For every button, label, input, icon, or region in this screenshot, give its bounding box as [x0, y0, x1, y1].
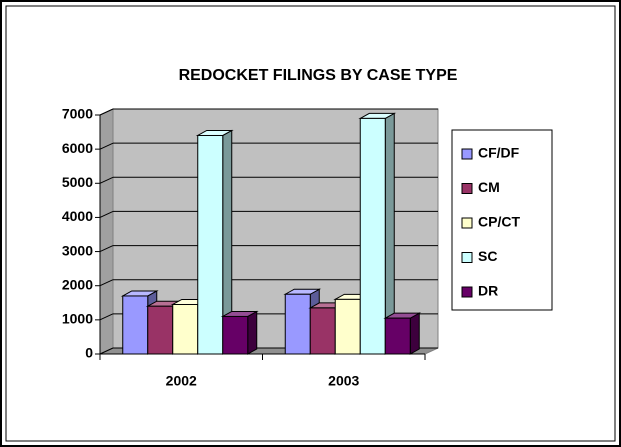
- legend-swatch: [461, 148, 473, 160]
- bar-side: [247, 310, 258, 355]
- legend-swatch: [461, 183, 473, 194]
- legend-label: CF/DF: [478, 145, 520, 161]
- bar-side: [409, 312, 420, 355]
- bar: [309, 307, 336, 355]
- grid-line: [99, 347, 114, 355]
- legend-swatch: [461, 252, 473, 263]
- grid-line: [99, 313, 114, 321]
- chart-title: REDOCKET FILINGS BY CASE TYPE: [179, 67, 458, 84]
- bar: [384, 317, 411, 355]
- grid-line: [99, 142, 114, 150]
- legend-swatch: [461, 286, 473, 298]
- y-tick-label: 4000: [62, 208, 93, 224]
- legend-label: CP/CT: [478, 214, 520, 230]
- y-tick-label: 6000: [62, 140, 93, 156]
- bar: [122, 295, 149, 355]
- grid-line: [99, 108, 114, 116]
- bar: [334, 298, 361, 355]
- legend-label: DR: [478, 283, 498, 299]
- bar: [197, 134, 224, 355]
- bar: [222, 315, 249, 355]
- grid-line: [99, 245, 114, 253]
- y-tick-label: 1000: [62, 311, 93, 327]
- grid-line: [99, 279, 114, 287]
- x-tick-label: 2003: [328, 373, 359, 389]
- legend-swatch: [461, 217, 473, 229]
- y-tick-label: 2000: [62, 276, 93, 292]
- grid-line: [99, 176, 114, 184]
- y-tick-label: 0: [85, 345, 93, 361]
- legend-label: CM: [478, 179, 500, 195]
- y-tick-label: 5000: [62, 174, 93, 190]
- legend-label: SC: [478, 248, 497, 264]
- grid-line: [99, 210, 114, 218]
- y-tick-label: 7000: [62, 106, 93, 122]
- bar: [359, 117, 386, 355]
- bar: [172, 303, 199, 355]
- inner-frame: [5, 5, 616, 442]
- bar: [284, 293, 311, 355]
- x-tick-label: 2002: [166, 373, 197, 389]
- y-tick-label: 3000: [62, 242, 93, 258]
- bar: [147, 305, 174, 355]
